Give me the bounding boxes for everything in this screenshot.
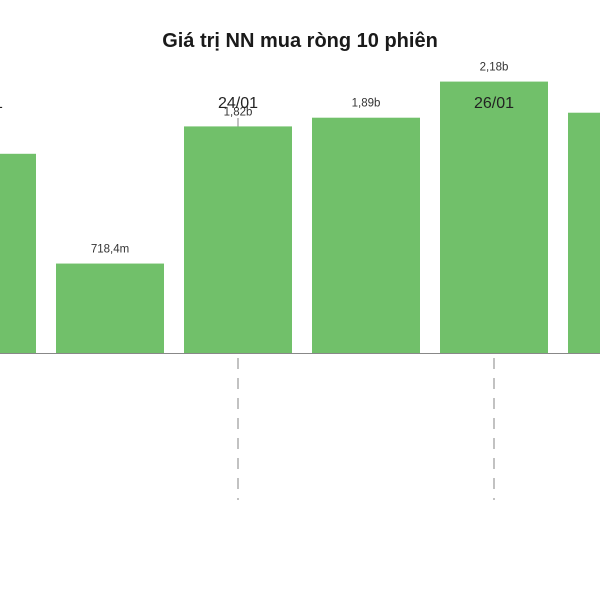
value-labels-group: 718,4m 1,82b 1,89b 2,18b: [91, 62, 509, 256]
bar-value-label: 1,82b: [224, 106, 253, 118]
chart-title: Giá trị NN mua ròng 10 phiên: [162, 30, 438, 52]
bar: [0, 153, 36, 353]
bars-group: [0, 81, 600, 353]
bar-value-label: 1,89b: [352, 98, 381, 110]
date-labels-group: 24/01 26/01: [218, 95, 514, 112]
bar: [440, 81, 548, 353]
bar-value-label: 718,4m: [91, 244, 129, 256]
bar-value-label: 2,18b: [480, 62, 509, 74]
bar: [56, 263, 164, 353]
partial-date-label: 1: [0, 95, 3, 112]
bar: [184, 126, 292, 353]
bar: [568, 112, 600, 353]
edge-labels-group: 1: [0, 95, 3, 112]
bar: [312, 117, 420, 353]
date-label: 26/01: [474, 95, 514, 112]
date-label: 24/01: [218, 95, 258, 112]
